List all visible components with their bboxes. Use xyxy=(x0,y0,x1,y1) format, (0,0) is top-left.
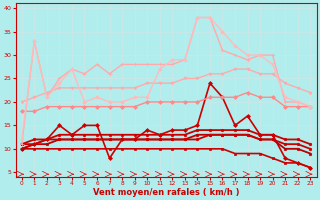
X-axis label: Vent moyen/en rafales ( km/h ): Vent moyen/en rafales ( km/h ) xyxy=(93,188,239,197)
